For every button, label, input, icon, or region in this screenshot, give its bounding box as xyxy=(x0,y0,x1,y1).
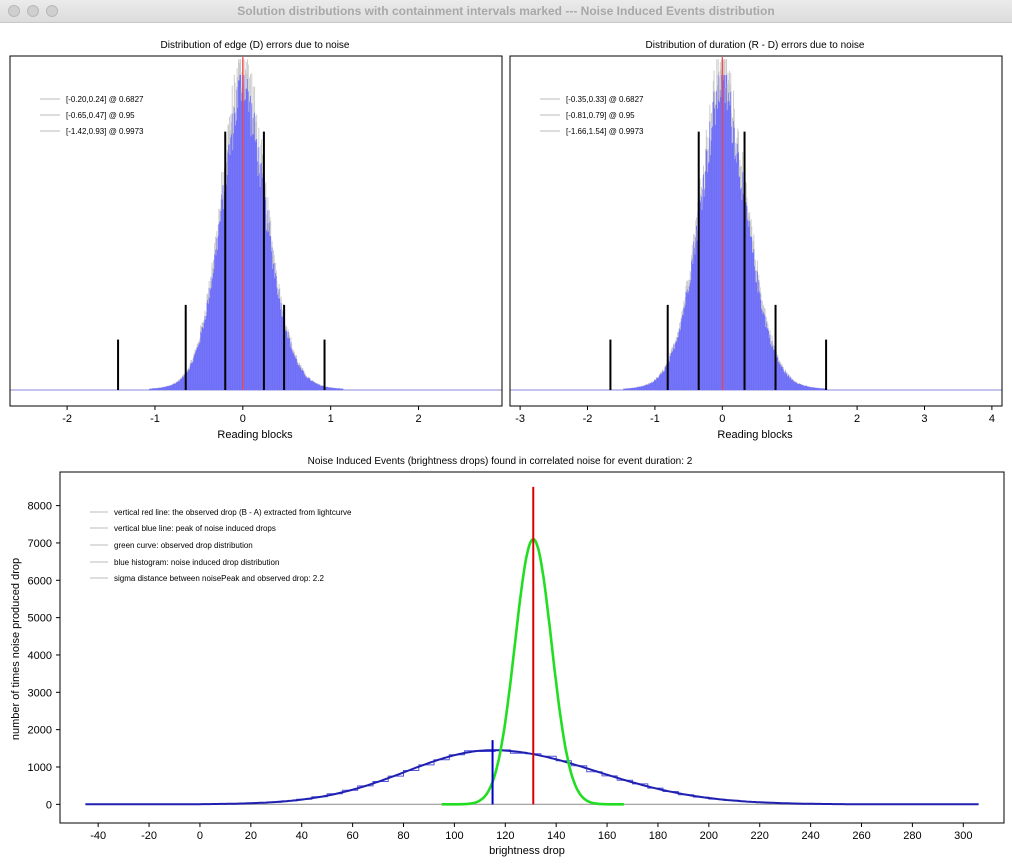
window-titlebar: Solution distributions with containment … xyxy=(0,0,1012,23)
y-tick-label: 2000 xyxy=(28,725,52,737)
y-tick-label: 5000 xyxy=(28,613,52,625)
y-tick-label: 3000 xyxy=(28,687,52,699)
x-tick-label: 160 xyxy=(598,830,616,842)
legend-entry: [-1.42,0.93] @ 0.9973 xyxy=(66,127,144,136)
edge-x-axis: -2 -1 0 1 2 xyxy=(62,406,422,425)
x-tick-label: -2 xyxy=(62,413,72,425)
x-tick-label: 3 xyxy=(921,413,927,425)
plots-canvas: Distribution of edge (D) errors due to n… xyxy=(9,40,1005,857)
duration-plot-title: Distribution of duration (R - D) errors … xyxy=(646,40,865,51)
minimize-window-button[interactable] xyxy=(27,5,39,17)
x-tick-label: 0 xyxy=(240,413,246,425)
y-tick-label: 4000 xyxy=(28,650,52,662)
x-tick-label: 240 xyxy=(801,830,819,842)
x-tick-label: -20 xyxy=(141,830,157,842)
duration-legend: [-0.35,0.33] @ 0.6827 [-0.81,0.79] @ 0.9… xyxy=(540,95,644,136)
edge-legend: [-0.20,0.24] @ 0.6827 [-0.65,0.47] @ 0.9… xyxy=(40,95,144,136)
legend-entry: [-1.66,1.54] @ 0.9973 xyxy=(566,127,644,136)
x-tick-label: 2 xyxy=(415,413,421,425)
y-tick-label: 7000 xyxy=(28,538,52,550)
x-tick-label: -1 xyxy=(150,413,160,425)
edge-x-axis-label: Reading blocks xyxy=(217,429,293,441)
x-tick-label: 80 xyxy=(397,830,409,842)
close-window-button[interactable] xyxy=(8,5,20,17)
edge-intervals xyxy=(117,131,326,390)
zoom-window-button[interactable] xyxy=(46,5,58,17)
noise-x-axis: -40 -20 0 20 40 60 80 100 120 140 160 180 200 220 240 2… xyxy=(90,823,972,842)
x-tick-label: 0 xyxy=(719,413,725,425)
edge-plot-title: Distribution of edge (D) errors due to n… xyxy=(161,40,350,51)
noise-x-axis-label: brightness drop xyxy=(489,845,565,857)
edge-histogram xyxy=(10,59,502,391)
legend-entry: [-0.20,0.24] @ 0.6827 xyxy=(66,95,144,104)
duration-error-plot: Distribution of duration (R - D) errors … xyxy=(509,40,1003,441)
noise-y-axis-label: number of times noise produced drop xyxy=(10,558,22,740)
legend-entry: [-0.81,0.79] @ 0.95 xyxy=(566,111,635,120)
noise-drop-curve xyxy=(85,749,979,806)
legend-entry: blue histogram: noise induced drop distr… xyxy=(114,558,279,567)
x-tick-label: -40 xyxy=(90,830,106,842)
duration-intervals xyxy=(609,131,828,390)
x-tick-label: 1 xyxy=(787,413,793,425)
x-tick-label: 200 xyxy=(700,830,718,842)
x-tick-label: 100 xyxy=(445,830,463,842)
x-tick-label: 4 xyxy=(989,413,995,425)
x-tick-label: 300 xyxy=(954,830,972,842)
x-tick-label: 0 xyxy=(197,830,203,842)
y-tick-label: 0 xyxy=(46,799,52,811)
legend-entry: [-0.35,0.33] @ 0.6827 xyxy=(566,95,644,104)
legend-entry: vertical blue line: peak of noise induce… xyxy=(114,524,276,533)
y-tick-label: 6000 xyxy=(28,575,52,587)
legend-entry: green curve: observed drop distribution xyxy=(114,541,253,550)
x-tick-label: 260 xyxy=(852,830,870,842)
y-tick-label: 8000 xyxy=(28,501,52,513)
window-title: Solution distributions with containment … xyxy=(237,4,775,18)
noise-plot-area xyxy=(85,486,979,806)
x-tick-label: 120 xyxy=(496,830,514,842)
duration-histogram xyxy=(510,59,1002,391)
x-tick-label: 60 xyxy=(346,830,358,842)
x-tick-label: 40 xyxy=(296,830,308,842)
y-tick-label: 1000 xyxy=(28,762,52,774)
x-tick-label: 1 xyxy=(328,413,334,425)
x-tick-label: 2 xyxy=(854,413,860,425)
noise-y-axis: 0 1000 2000 3000 4000 5000 6000 7000 8000 xyxy=(28,501,60,811)
duration-plot-frame xyxy=(509,55,1003,407)
x-tick-label: -2 xyxy=(583,413,593,425)
noise-legend: vertical red line: the observed drop (B … xyxy=(90,508,352,583)
duration-x-axis-label: Reading blocks xyxy=(717,429,793,441)
noise-plot-frame xyxy=(59,471,1005,824)
x-tick-label: -3 xyxy=(515,413,525,425)
x-tick-label: 220 xyxy=(751,830,769,842)
x-tick-label: 180 xyxy=(649,830,667,842)
x-tick-label: -1 xyxy=(650,413,660,425)
noise-events-plot: Noise Induced Events (brightness drops) … xyxy=(10,456,1005,857)
legend-entry: vertical red line: the observed drop (B … xyxy=(114,508,352,517)
edge-plot-frame xyxy=(9,55,503,407)
x-tick-label: 140 xyxy=(547,830,565,842)
x-tick-label: 20 xyxy=(245,830,257,842)
edge-error-plot: Distribution of edge (D) errors due to n… xyxy=(9,40,503,441)
legend-entry: [-0.65,0.47] @ 0.95 xyxy=(66,111,135,120)
duration-x-axis: -3 -2 -1 0 1 2 3 4 xyxy=(515,406,995,425)
noise-plot-title: Noise Induced Events (brightness drops) … xyxy=(308,456,693,467)
x-tick-label: 280 xyxy=(903,830,921,842)
legend-entry: sigma distance between noisePeak and obs… xyxy=(114,574,324,583)
